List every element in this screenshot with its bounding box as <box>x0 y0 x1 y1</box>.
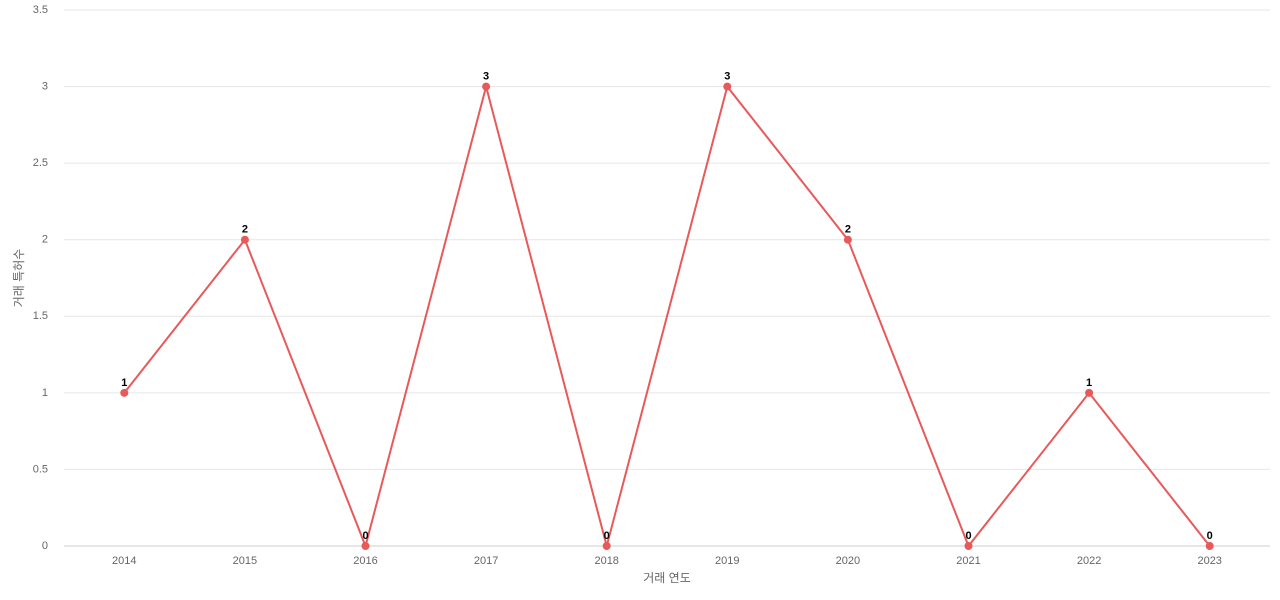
point <box>361 542 370 550</box>
y-tick-label: 0.5 <box>33 463 48 475</box>
point <box>1085 388 1094 397</box>
data-label: 1 <box>121 377 127 389</box>
data-label: 3 <box>724 70 730 82</box>
y-tick-label: 3.5 <box>33 4 48 16</box>
point <box>120 388 129 397</box>
data-label: 0 <box>1207 530 1213 542</box>
y-tick-label: 3 <box>42 80 48 92</box>
data-label: 0 <box>362 530 368 542</box>
data-label: 0 <box>965 530 971 542</box>
data-label: 2 <box>242 224 248 236</box>
x-tick-label: 2023 <box>1197 555 1221 567</box>
y-tick-label: 0 <box>42 540 48 552</box>
y-axis-title: 거래 특허수 <box>12 249 26 308</box>
y-tick-label: 1.5 <box>33 310 48 322</box>
y-tick-label: 1 <box>42 387 48 399</box>
x-tick-label: 2021 <box>956 555 980 567</box>
x-tick-label: 2022 <box>1077 555 1101 567</box>
x-tick-label: 2016 <box>353 555 377 567</box>
point <box>482 82 491 91</box>
x-tick-label: 2020 <box>836 555 860 567</box>
data-label: 3 <box>483 70 489 82</box>
y-tick-label: 2.5 <box>33 157 48 169</box>
x-tick-label: 2015 <box>233 555 257 567</box>
x-tick-label: 2014 <box>112 555 136 567</box>
point <box>240 235 249 244</box>
point <box>602 542 611 550</box>
x-tick-label: 2019 <box>715 555 739 567</box>
data-label: 1 <box>1086 377 1092 389</box>
y-tick-label: 2 <box>42 234 48 246</box>
line <box>123 82 1211 550</box>
x-axis-title: 거래 연도 <box>643 571 691 585</box>
point <box>1205 542 1214 550</box>
point <box>723 82 732 91</box>
x-tick-label: 2017 <box>474 555 498 567</box>
data-label: 0 <box>604 530 610 542</box>
point <box>843 235 852 244</box>
data-label: 2 <box>845 224 851 236</box>
point <box>964 542 973 550</box>
x-tick-label: 2018 <box>594 555 618 567</box>
